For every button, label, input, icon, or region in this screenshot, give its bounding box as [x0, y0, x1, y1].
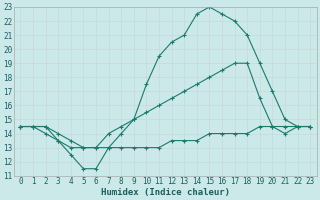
X-axis label: Humidex (Indice chaleur): Humidex (Indice chaleur)	[101, 188, 230, 197]
